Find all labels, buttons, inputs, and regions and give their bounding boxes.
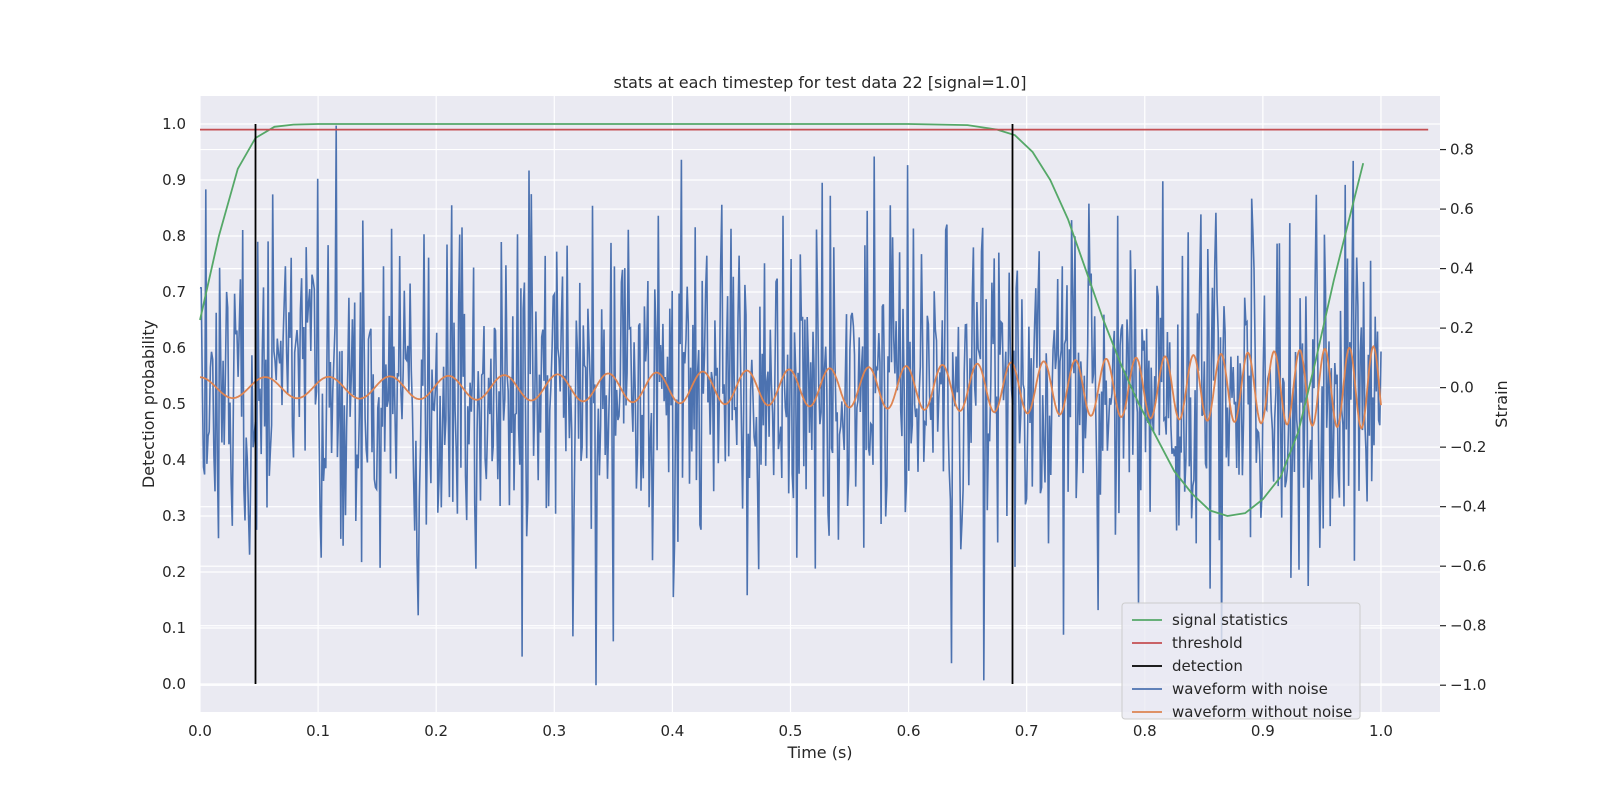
y-left-tick-label: 1.0 — [162, 115, 186, 133]
x-tick-label: 0.8 — [1133, 722, 1157, 740]
y-axis-label-right: Strain — [1492, 380, 1511, 427]
y-right-tick-label: 0.4 — [1450, 260, 1474, 278]
y-right-tick-label: 0.0 — [1450, 379, 1474, 397]
y-left-tick-label: 0.0 — [162, 675, 186, 693]
y-left-tick-label: 0.9 — [162, 171, 186, 189]
x-tick-label: 0.9 — [1251, 722, 1275, 740]
x-tick-label: 0.7 — [1015, 722, 1039, 740]
x-tick-label: 0.4 — [660, 722, 684, 740]
legend: signal statistics threshold detection wavef… — [1121, 602, 1361, 721]
x-axis-label: Time (s) — [786, 743, 852, 762]
y-left-tick-label: 0.2 — [162, 563, 186, 581]
y-right-tick-label: −0.2 — [1450, 438, 1486, 456]
y-left-tick-label: 0.8 — [162, 227, 186, 245]
y-right-tick-label: 0.6 — [1450, 200, 1474, 218]
legend-label: threshold — [1172, 634, 1243, 652]
y-right-tick-label: −1.0 — [1450, 676, 1486, 694]
x-tick-label: 0.5 — [779, 722, 803, 740]
x-tick-label: 0.2 — [424, 722, 448, 740]
y-left-tick-label: 0.3 — [162, 507, 186, 525]
y-right-tick-label: −0.4 — [1450, 498, 1486, 516]
x-tick-label: 0.3 — [542, 722, 566, 740]
y-left-tick-label: 0.1 — [162, 619, 186, 637]
legend-label: detection — [1172, 657, 1243, 675]
y-right-tick-label: 0.8 — [1450, 141, 1474, 159]
y-left-tick-label: 0.4 — [162, 451, 186, 469]
y-right-tick-label: −0.6 — [1450, 557, 1486, 575]
series-waveform-without-noise — [199, 345, 1382, 430]
y-right-tick-label: −0.8 — [1450, 617, 1486, 635]
y-left-tick-label: 0.6 — [162, 339, 186, 357]
x-tick-label: 1.0 — [1369, 722, 1393, 740]
legend-label: waveform with noise — [1172, 680, 1328, 698]
x-tick-label: 0.6 — [897, 722, 921, 740]
y-right-tick-label: 0.2 — [1450, 319, 1474, 337]
series-layer — [199, 123, 1429, 686]
chart-title: stats at each timestep for test data 22 … — [614, 73, 1027, 92]
series-waveform-with-noise — [199, 125, 1382, 686]
y-left-tick-label: 0.7 — [162, 283, 186, 301]
ticks: 0.0 0.1 0.2 0.3 0.4 0.5 0.6 0.7 0.8 0.9 1.0 0.0 0.1 0… — [162, 115, 1486, 740]
series-signal-statistics — [199, 123, 1365, 517]
y-axis-label-left: Detection probability — [139, 320, 158, 488]
x-tick-label: 0.0 — [188, 722, 212, 740]
legend-label: signal statistics — [1172, 611, 1288, 629]
legend-box — [1121, 602, 1361, 720]
y-left-tick-label: 0.5 — [162, 395, 186, 413]
x-tick-label: 0.1 — [306, 722, 330, 740]
legend-label: waveform without noise — [1172, 703, 1352, 721]
